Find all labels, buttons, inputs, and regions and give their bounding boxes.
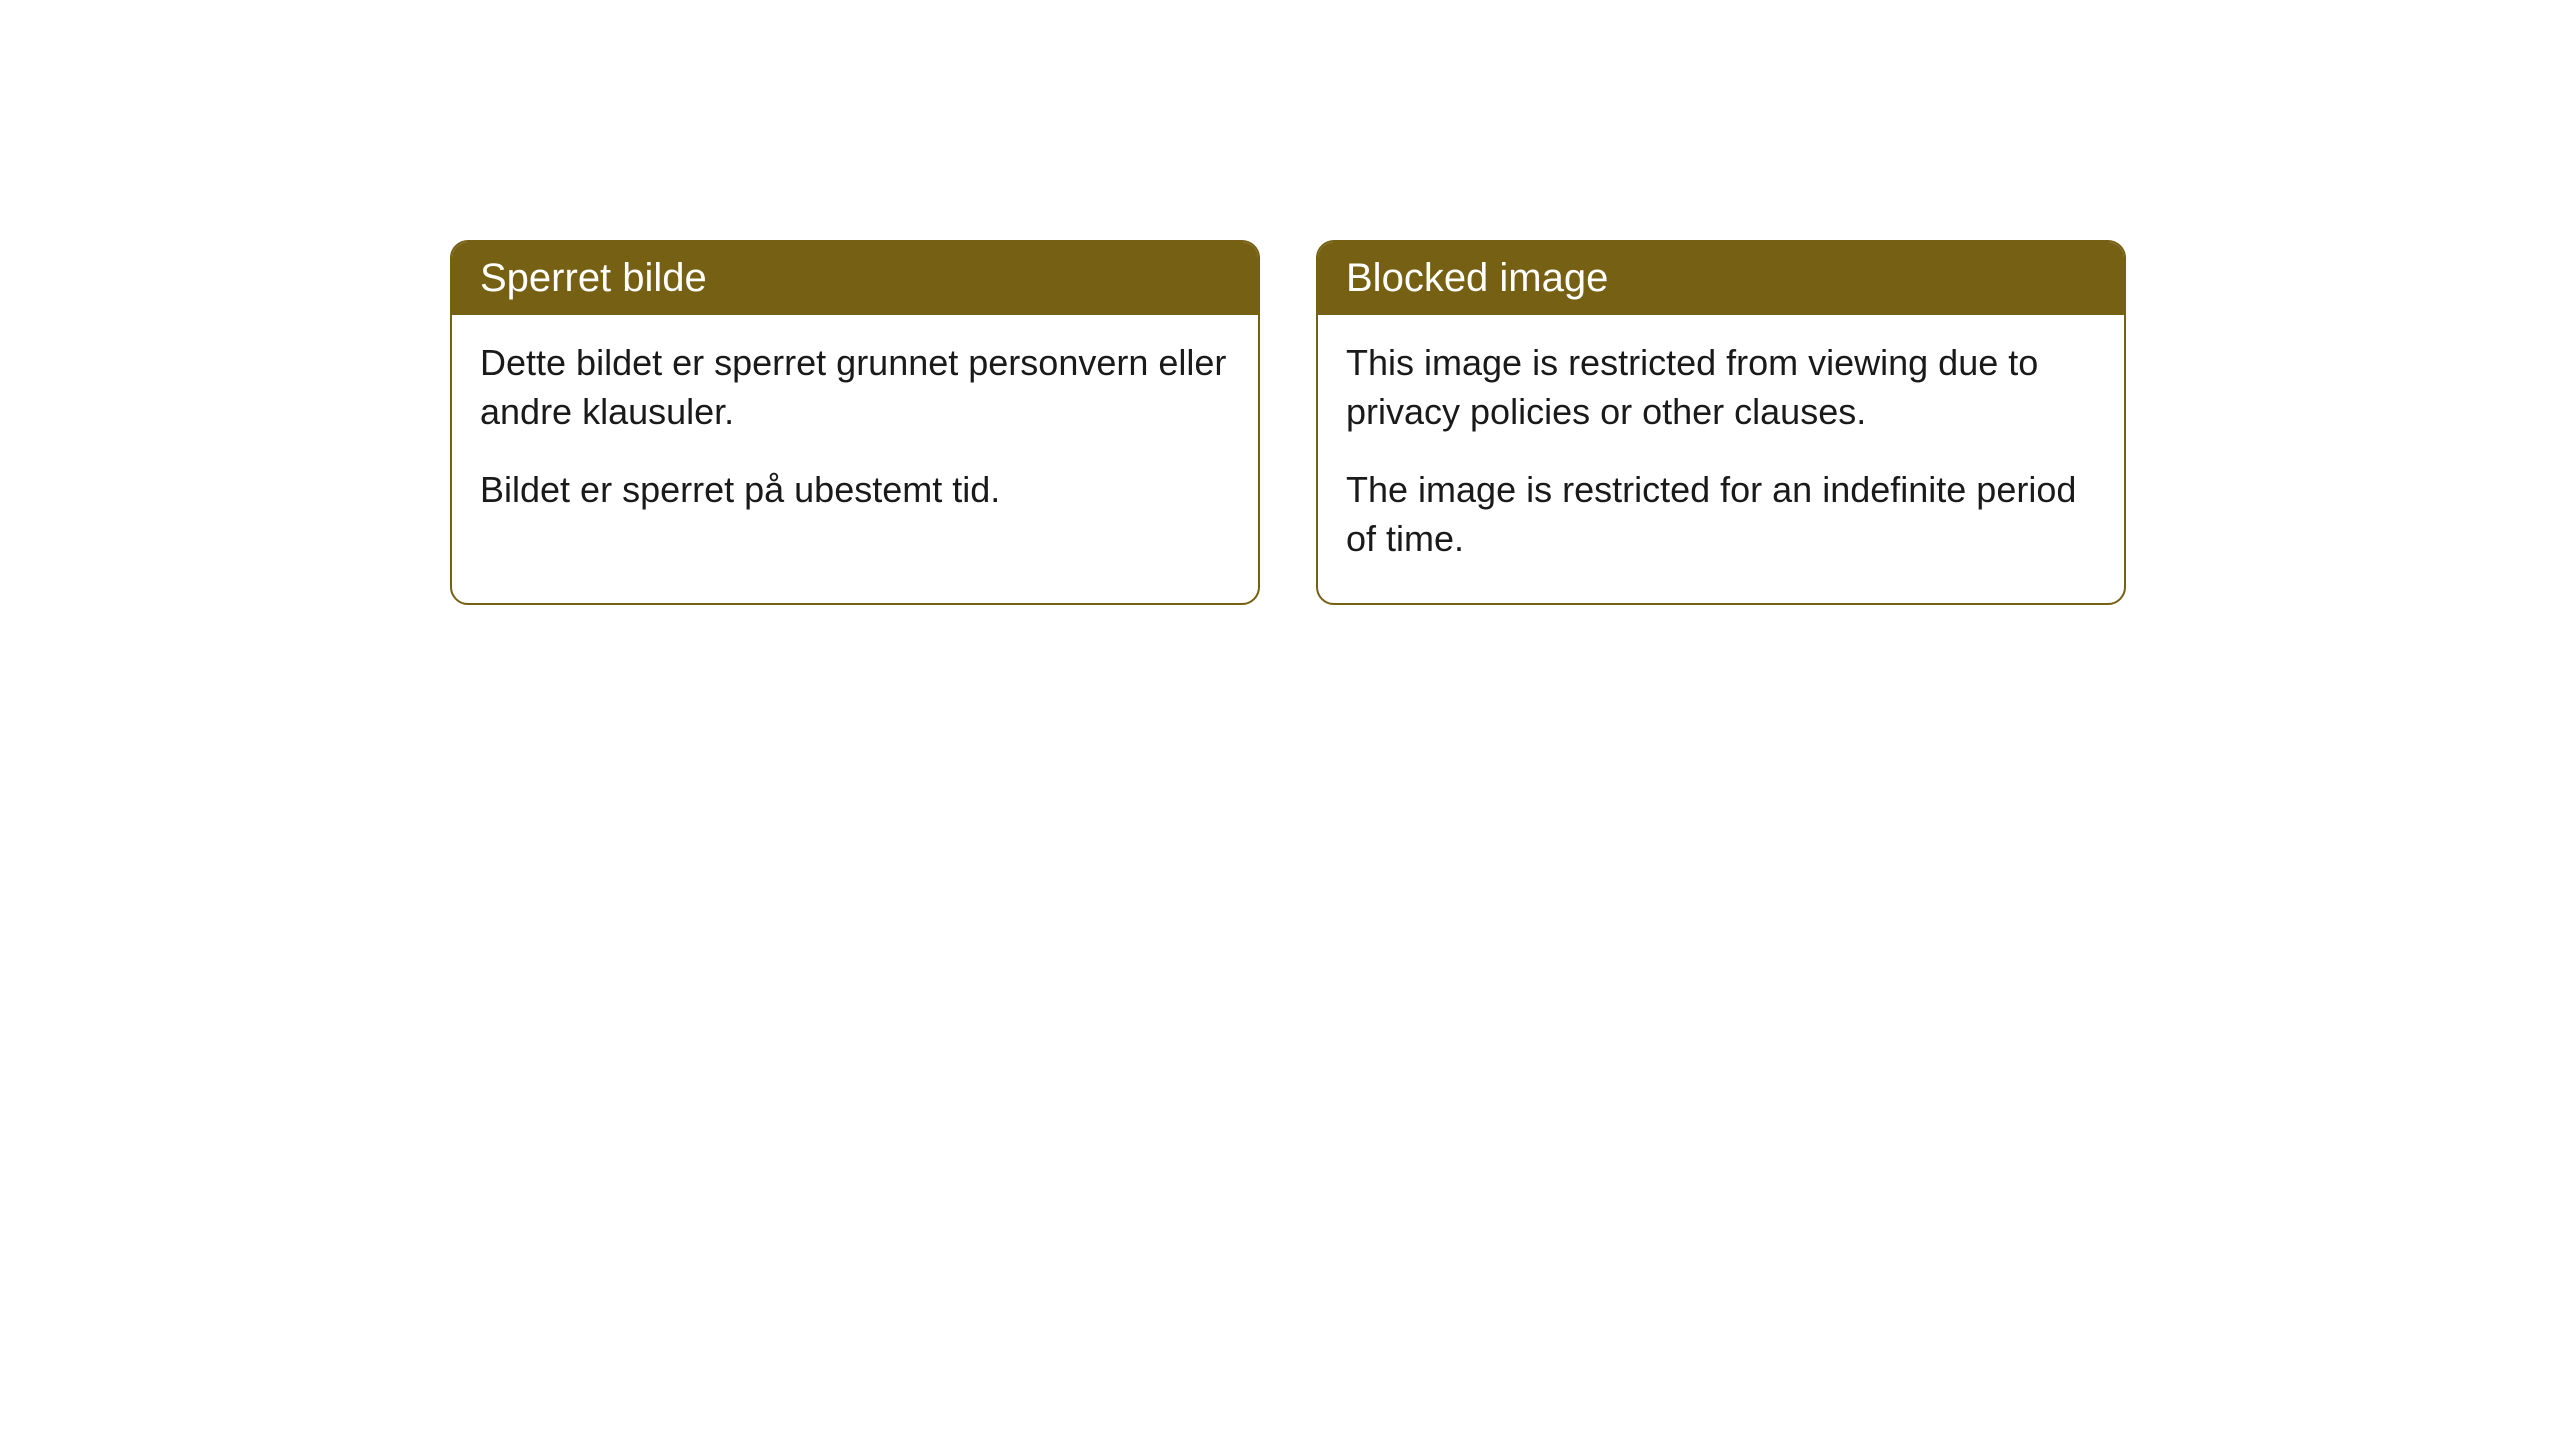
card-header: Sperret bilde: [452, 242, 1258, 315]
card-body: Dette bildet er sperret grunnet personve…: [452, 315, 1258, 555]
card-paragraph-2: Bildet er sperret på ubestemt tid.: [480, 466, 1230, 515]
blocked-image-card-norwegian: Sperret bilde Dette bildet er sperret gr…: [450, 240, 1260, 605]
notice-cards-container: Sperret bilde Dette bildet er sperret gr…: [450, 240, 2126, 605]
blocked-image-card-english: Blocked image This image is restricted f…: [1316, 240, 2126, 605]
card-body: This image is restricted from viewing du…: [1318, 315, 2124, 603]
card-title: Blocked image: [1346, 256, 1608, 300]
card-paragraph-1: This image is restricted from viewing du…: [1346, 339, 2096, 436]
card-paragraph-1: Dette bildet er sperret grunnet personve…: [480, 339, 1230, 436]
card-paragraph-2: The image is restricted for an indefinit…: [1346, 466, 2096, 563]
card-header: Blocked image: [1318, 242, 2124, 315]
card-title: Sperret bilde: [480, 256, 707, 300]
